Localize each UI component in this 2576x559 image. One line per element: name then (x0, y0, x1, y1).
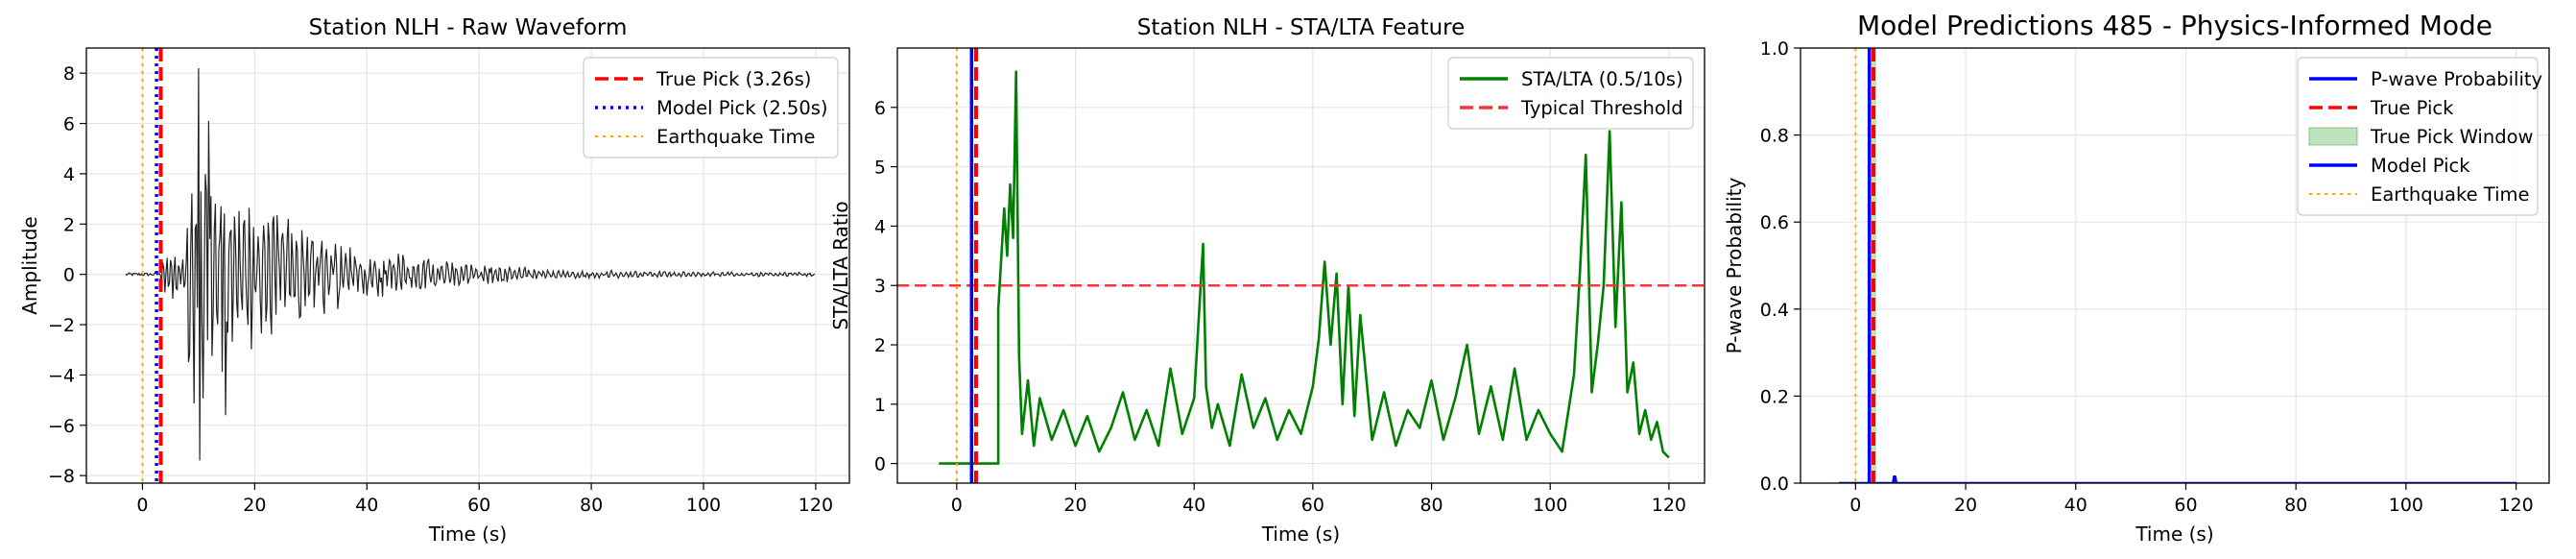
x-tick-label: 80 (580, 495, 603, 516)
chart-panel-3: 0 20 40 60 80 100 120 0.0 0.2 0.4 0.6 0.8 1.0 Model P… (1723, 10, 2550, 546)
legend-entry: P-wave Probability (2371, 68, 2542, 90)
x-tick-label: 80 (1419, 495, 1443, 516)
chart-title: Model Predictions 485 - Physics-Informed… (1857, 10, 2493, 41)
x-tick-label: 100 (2389, 495, 2423, 516)
x-tick-label: 60 (1301, 495, 1324, 516)
y-tick-label: 0.6 (1760, 212, 1789, 233)
x-tick-label: 60 (467, 495, 490, 516)
x-tick-label: 20 (1063, 495, 1086, 516)
legend-entry: Earthquake Time (656, 126, 816, 148)
legend-entry: STA/LTA (0.5/10s) (1521, 68, 1683, 90)
legend-box (583, 57, 839, 158)
x-axis-label: Time (s) (2135, 523, 2213, 546)
x-tick-label: 0 (136, 495, 148, 516)
x-tick-label: 120 (1652, 495, 1686, 516)
y-tick-label: 8 (63, 63, 75, 85)
y-tick-label: 6 (874, 98, 886, 119)
y-tick-label: 0 (874, 454, 886, 475)
x-tick-label: 80 (2284, 495, 2307, 516)
y-tick-label: −2 (48, 315, 75, 336)
x-tick-label: 40 (2064, 495, 2087, 516)
x-tick-label: 120 (799, 495, 833, 516)
y-tick-label: 2 (874, 335, 886, 356)
legend-entry: True Pick (2370, 97, 2454, 119)
x-tick-label: 40 (355, 495, 378, 516)
x-tick-label: 100 (686, 495, 721, 516)
legend-entry: Typical Threshold (1520, 97, 1683, 119)
y-tick-label: 3 (874, 276, 886, 297)
plot-area (897, 48, 1705, 483)
x-tick-label: 20 (1954, 495, 1977, 516)
plot-area (125, 48, 816, 483)
chart-title: Station NLH - STA/LTA Feature (1137, 15, 1466, 40)
y-tick-label: 4 (63, 164, 75, 185)
y-axis-label: Amplitude (18, 216, 41, 315)
p-wave-probability-line (1839, 474, 2516, 483)
chart-title: Station NLH - Raw Waveform (309, 15, 628, 40)
y-tick-label: −6 (48, 416, 75, 437)
y-tick-label: 5 (874, 158, 886, 179)
chart-panel-1: 0 20 40 60 80 100 120 −8 −6 −4 −2 0 2 4 6 8 Station NLH … (18, 15, 850, 546)
axes-frame (1800, 47, 2550, 484)
legend-entry: Model Pick (2.50s) (656, 97, 828, 119)
x-tick-label: 60 (2174, 495, 2197, 516)
x-axis-label: Time (s) (428, 523, 507, 546)
sta-lta-line (939, 70, 1670, 465)
legend-entry: True Pick (3.26s) (656, 68, 811, 90)
legend-entry: Earthquake Time (2371, 183, 2530, 206)
waveform-line (125, 67, 816, 461)
y-tick-label: 1 (874, 395, 886, 416)
y-tick-label: 0.2 (1760, 386, 1789, 407)
y-tick-label: 0 (63, 265, 75, 286)
y-tick-label: −4 (48, 365, 75, 386)
plot-area (1839, 48, 2516, 483)
y-axis-label: STA/LTA Ratio (829, 201, 852, 329)
y-tick-label: 6 (63, 114, 75, 135)
x-tick-label: 40 (1182, 495, 1205, 516)
x-tick-label: 20 (243, 495, 266, 516)
x-axis-label: Time (s) (1261, 523, 1340, 546)
chart-panel-2: 0 20 40 60 80 100 120 0 1 2 3 4 5 6 Station NLH - STA/… (829, 15, 1705, 546)
y-tick-label: 0.4 (1760, 300, 1789, 321)
legend-box (1447, 57, 1694, 130)
y-tick-label: −8 (48, 466, 75, 487)
x-tick-label: 0 (951, 495, 963, 516)
x-tick-label: 120 (2498, 495, 2533, 516)
y-tick-label: 0.8 (1760, 126, 1789, 147)
axes-frame (85, 47, 850, 484)
y-tick-label: 4 (874, 216, 886, 237)
y-tick-label: 1.0 (1760, 38, 1789, 60)
legend-box (2297, 57, 2539, 216)
axes-frame (896, 47, 1705, 484)
x-tick-label: 0 (1849, 495, 1861, 516)
x-tick-label: 100 (1533, 495, 1567, 516)
legend-entry: True Pick Window (2370, 126, 2534, 148)
legend-swatch (2308, 127, 2358, 146)
y-tick-label: 2 (63, 214, 75, 235)
legend-entry: Model Pick (2371, 155, 2470, 177)
y-axis-label: P-wave Probability (1723, 178, 1746, 354)
y-tick-label: 0.0 (1760, 474, 1789, 495)
